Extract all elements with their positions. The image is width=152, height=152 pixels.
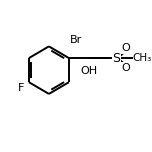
Text: F: F: [18, 83, 25, 93]
Text: O: O: [122, 43, 130, 54]
Text: OH: OH: [80, 66, 97, 76]
Text: S: S: [112, 52, 120, 65]
Text: O: O: [122, 63, 130, 73]
Text: Br: Br: [70, 35, 82, 45]
Text: CH₃: CH₃: [132, 53, 152, 63]
